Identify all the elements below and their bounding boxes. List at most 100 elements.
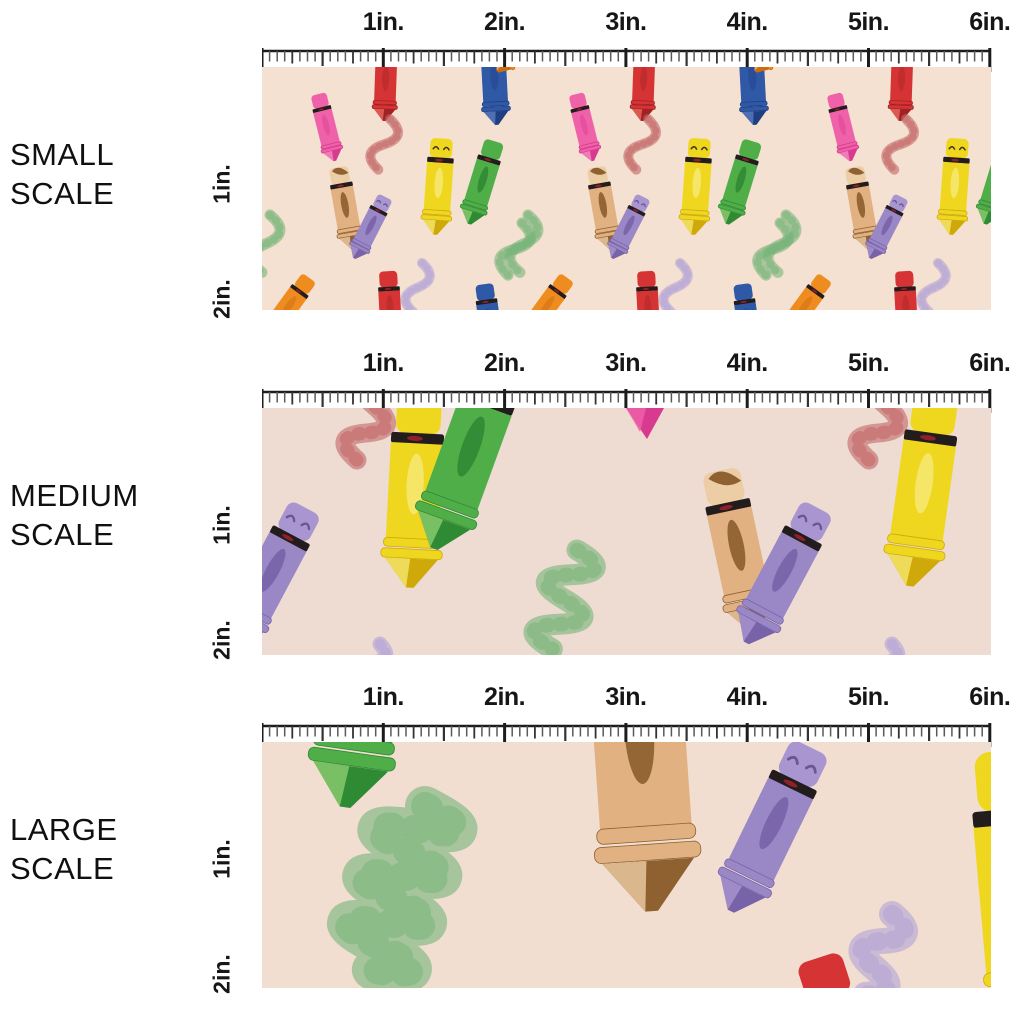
h-ruler-label-5in: 5in. (847, 683, 890, 711)
crayon-orange (495, 67, 516, 73)
crayon-face (786, 755, 817, 774)
v-ruler-label-1in: 1in. (208, 839, 235, 879)
crayon-scribble (658, 258, 693, 310)
crayon-tan (587, 166, 622, 250)
crayon-face (376, 199, 388, 208)
crayon-yellow (380, 408, 445, 588)
v-ruler-label-2in: 2in. (208, 620, 235, 660)
fabric-swatch-large (262, 742, 991, 988)
crayon-scribble (262, 209, 286, 278)
horizontal-ruler (262, 48, 992, 72)
crayon-scribble (354, 636, 394, 655)
crayon-scribble (848, 901, 918, 988)
crayon-face (892, 199, 904, 208)
horizontal-ruler (262, 723, 992, 747)
crayon-hair (708, 471, 742, 486)
crayon-purple (349, 194, 392, 259)
crayon-purple (607, 194, 650, 259)
crayon-yellow (883, 408, 958, 587)
h-ruler-label-3in: 3in. (605, 8, 647, 36)
crayon-purple (717, 742, 827, 913)
crayon-tan (845, 166, 880, 250)
fabric-background (262, 67, 991, 310)
h-ruler-label-6in: 6in. (969, 349, 1011, 377)
crayon-red (629, 67, 656, 122)
section-medium: MEDIUM SCALE 1in. 2in. 3in. 4in. 5in. 6in. 1in. 2… (0, 347, 1024, 660)
section-label-large: LARGE SCALE (10, 810, 118, 888)
v-ruler-label-1in: 1in. (208, 164, 235, 204)
v-ruler-label-2in: 2in. (208, 279, 235, 319)
crayon-scribble (504, 209, 544, 278)
h-ruler-label-4in: 4in. (726, 8, 769, 36)
crayon-scribble (916, 258, 951, 310)
crayon-scribble (866, 636, 906, 655)
crayon-scribble (523, 539, 606, 655)
crayon-yellow (972, 748, 991, 988)
crayon-purple (865, 194, 908, 259)
crayon-face (797, 514, 823, 531)
crayon-tan (588, 742, 702, 912)
crayon-scribble (327, 786, 478, 988)
crayon-red (378, 270, 402, 310)
crayon-face (634, 199, 646, 208)
crayon-green (717, 139, 762, 225)
crayon-red (894, 270, 918, 310)
h-ruler-label-5in: 5in. (847, 8, 890, 36)
scale-word-1: MEDIUM (10, 478, 139, 513)
scale-word-2: SCALE (10, 176, 115, 211)
crayon-red (887, 67, 914, 122)
crayon-green (307, 742, 412, 809)
crayon-red (371, 67, 398, 122)
h-ruler-label-3in: 3in. (605, 349, 647, 377)
h-ruler-label-3in: 3in. (605, 683, 647, 711)
crayon-red (798, 953, 860, 988)
swatch-wrap-small (262, 67, 991, 310)
h-ruler-label-1in: 1in. (362, 349, 405, 377)
crayon-pink (311, 92, 344, 162)
crayon-face (285, 514, 311, 531)
fabric-swatch-small (262, 67, 991, 310)
crayon-pink (827, 92, 860, 162)
crayon-blue (475, 283, 504, 310)
crayon-blue (480, 67, 511, 125)
v-ruler-label-1in: 1in. (208, 505, 235, 545)
crayon-orange (526, 274, 573, 310)
crayon-blue (733, 283, 762, 310)
fabric-swatch-medium (262, 408, 991, 655)
crayon-orange (268, 274, 315, 310)
section-small: SMALL SCALE 1in. 2in. 3in. 4in. 5in. 6in. 1in. 2i… (0, 6, 1024, 319)
v-ruler-label-2in: 2in. (208, 954, 235, 994)
crayon-tan (329, 166, 364, 250)
scale-word-2: SCALE (10, 851, 115, 886)
crayon-purple (262, 502, 319, 645)
crayon-scribble (365, 114, 403, 175)
crayon-yellow (420, 138, 454, 235)
crayon-face (432, 145, 450, 151)
swatch-wrap-medium (262, 408, 991, 655)
crayon-face (948, 145, 966, 151)
scale-word-1: SMALL (10, 137, 115, 172)
section-label-medium: MEDIUM SCALE (10, 476, 139, 554)
crayon-scribble (623, 114, 661, 175)
crayon-face (690, 145, 708, 151)
fabric-background (262, 408, 991, 655)
crayon-green (975, 158, 991, 225)
section-large: LARGE SCALE 1in. 2in. 3in. 4in. 5in. 6in. 1in. 2i… (0, 681, 1024, 994)
h-ruler-label-2in: 2in. (484, 349, 526, 377)
crayon-scribble (400, 258, 435, 310)
crayon-green (415, 408, 515, 550)
h-ruler-label-1in: 1in. (362, 683, 405, 711)
scale-word-1: LARGE (10, 812, 118, 847)
h-ruler-label-6in: 6in. (969, 8, 1011, 36)
crayon-red (636, 270, 660, 310)
swatch-wrap-large (262, 742, 991, 988)
crayon-green (459, 139, 504, 225)
crayon-tip-pink (626, 408, 664, 439)
h-ruler-label-5in: 5in. (847, 349, 890, 377)
h-ruler-label-6in: 6in. (969, 683, 1011, 711)
crayon-scribble (335, 408, 396, 470)
h-ruler-label-1in: 1in. (362, 8, 405, 36)
h-ruler-label-4in: 4in. (726, 683, 769, 711)
crayon-orange (753, 67, 774, 73)
